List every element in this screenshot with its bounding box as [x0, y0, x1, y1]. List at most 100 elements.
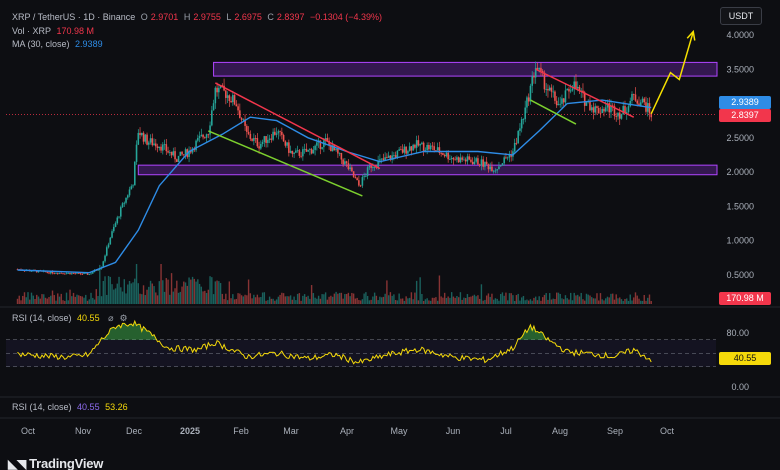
volume-bar [303, 294, 306, 304]
candle-body [468, 156, 470, 160]
volume-bar [191, 276, 194, 304]
volume-bar [190, 279, 192, 304]
candle-body [314, 145, 316, 150]
candle-body [282, 134, 285, 142]
candle-body [536, 67, 539, 70]
volume-bar [172, 291, 175, 304]
volume-bar [610, 293, 612, 304]
candle-body [550, 87, 553, 92]
volume-bar [302, 295, 304, 304]
candle-body [202, 134, 204, 138]
volume-bar [272, 298, 274, 304]
candle-body [109, 237, 112, 245]
volume-bar [471, 295, 474, 304]
volume-bar [456, 295, 458, 304]
candle-body [151, 138, 154, 146]
volume-bar [408, 297, 411, 304]
candle-body [147, 142, 150, 145]
candle-body [603, 108, 605, 112]
tradingview-logo[interactable]: ◣◥ TradingView [8, 456, 103, 470]
candle-body [216, 87, 218, 93]
ma-price-tag: 2.9389 [719, 96, 771, 109]
candle-body [400, 149, 402, 151]
volume-bar [263, 292, 266, 304]
support-zone [137, 164, 718, 176]
candle-body [610, 105, 612, 113]
candle-body [261, 141, 264, 145]
x-tick-label: Aug [552, 426, 568, 436]
candle-body [515, 142, 518, 144]
candle-body [629, 100, 632, 107]
volume-bar [149, 280, 152, 304]
candle-body [242, 119, 245, 121]
volume-bar [415, 280, 418, 304]
rsi-tick-label: 0.00 [731, 382, 749, 392]
volume-bar [573, 292, 575, 304]
candle-body [401, 149, 404, 153]
y-tick-label: 0.5000 [726, 270, 754, 280]
volume-bar [195, 281, 197, 304]
volume-bar [549, 293, 551, 304]
candle-body [142, 132, 145, 142]
candle-body [359, 185, 362, 187]
volume-bar [106, 294, 108, 304]
volume-bar [300, 300, 302, 304]
candle-body [307, 149, 309, 152]
settings-icon[interactable]: ⚙ [119, 313, 128, 323]
candle-body [309, 149, 311, 150]
green-trendline [208, 130, 363, 197]
volume-bar [162, 280, 164, 304]
volume-bar [466, 294, 469, 304]
volume-bar [116, 283, 118, 304]
volume-bar [492, 299, 495, 304]
volume-bar [331, 296, 334, 304]
symbol-line: XRP / TetherUS · 1D · Binance [12, 12, 136, 22]
candle-body [393, 155, 395, 156]
volume-bar [219, 283, 222, 304]
volume-bar [526, 299, 528, 304]
volume-bar [433, 297, 435, 304]
volume-bar [557, 292, 560, 304]
volume-bar [212, 294, 215, 304]
candle-body [407, 151, 409, 154]
candle-body [218, 88, 220, 93]
rsi-line [17, 319, 652, 365]
candle-body [459, 157, 462, 163]
volume-bar [545, 293, 547, 304]
candle-body [384, 157, 386, 160]
volume-bar [104, 276, 106, 304]
currency-button[interactable]: USDT [720, 7, 762, 25]
ma-legend: MA (30, close) 2.9389 [12, 39, 106, 49]
candle-body [522, 119, 525, 120]
candle-body [597, 107, 600, 113]
close-label: C [267, 12, 274, 22]
candle-body [615, 116, 618, 117]
volume-bar [485, 295, 488, 304]
candle-body [517, 130, 519, 144]
volume-bar [319, 298, 322, 304]
volume-bar [438, 275, 441, 304]
volume-bar [158, 281, 161, 304]
volume-bar [421, 293, 423, 304]
candle-body [197, 138, 199, 141]
volume-bar [141, 294, 143, 304]
candle-body [405, 146, 407, 154]
visibility-icon[interactable]: ⌀ [108, 313, 114, 323]
volume-bar [582, 299, 584, 304]
candle-body [505, 157, 507, 159]
tradingview-logo-icon: ◣◥ [8, 457, 27, 470]
candle-body [330, 144, 332, 152]
candle-body [366, 167, 369, 176]
candle-body [398, 149, 400, 151]
volume-bar [183, 281, 185, 304]
volume-bar [251, 298, 253, 304]
ma-line [17, 99, 652, 274]
candle-body [316, 142, 318, 146]
candle-body [548, 87, 551, 91]
candle-body [270, 138, 273, 140]
candle-body [370, 165, 372, 168]
x-tick-label: Jun [446, 426, 461, 436]
volume-bar [37, 296, 40, 304]
volume-bar [207, 289, 210, 304]
